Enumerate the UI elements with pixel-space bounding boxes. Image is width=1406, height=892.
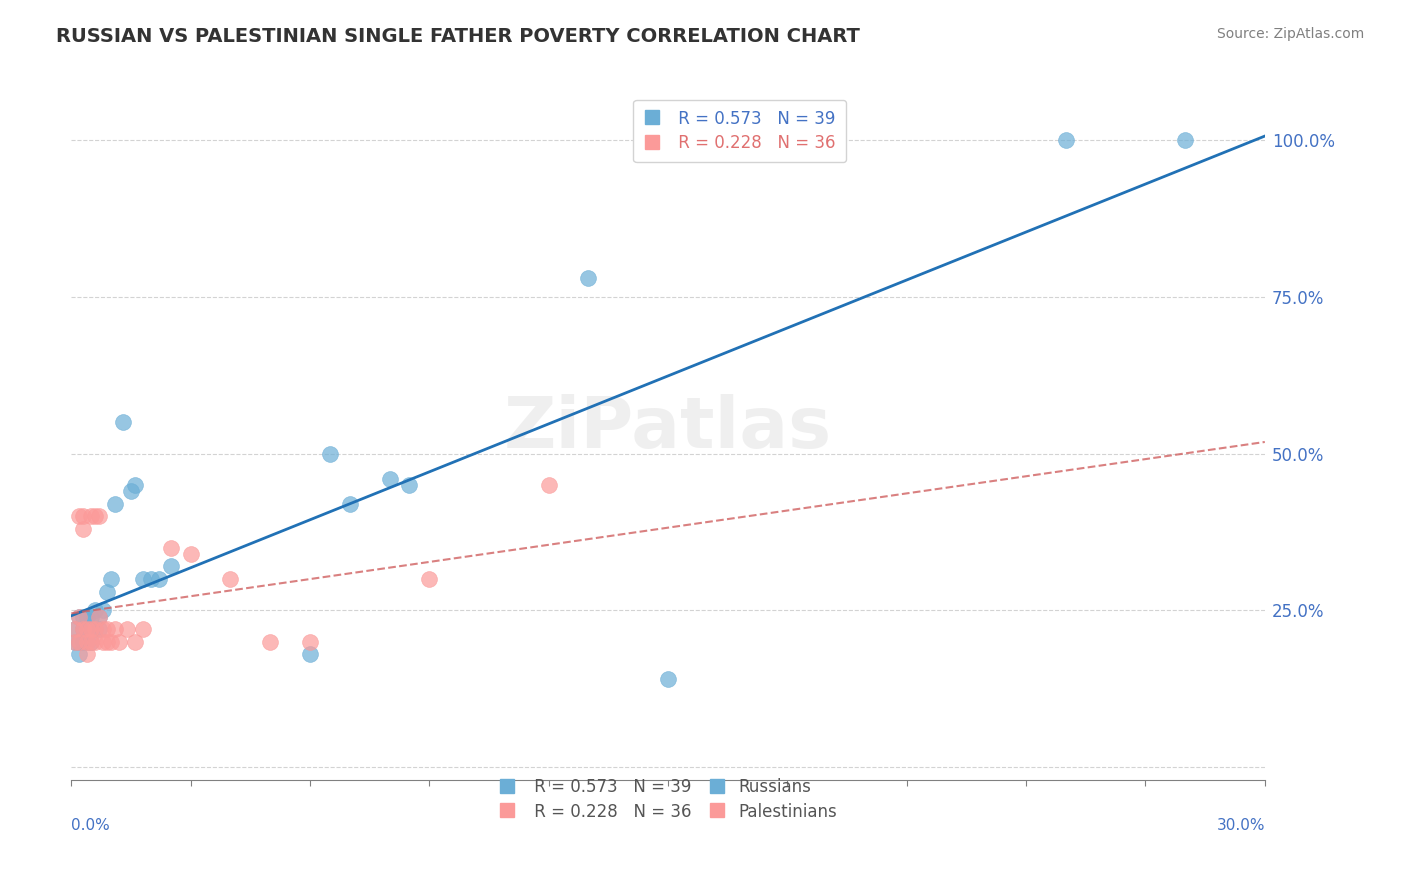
Text: 0.0%: 0.0% xyxy=(72,818,110,833)
Point xyxy=(63,622,86,636)
Point xyxy=(180,547,202,561)
Point xyxy=(72,622,94,636)
Point xyxy=(80,622,103,636)
Point xyxy=(96,584,118,599)
Point xyxy=(76,622,98,636)
Point xyxy=(80,609,103,624)
Point xyxy=(159,559,181,574)
Point xyxy=(67,609,90,624)
Point xyxy=(124,478,146,492)
Point xyxy=(120,484,142,499)
Text: RUSSIAN VS PALESTINIAN SINGLE FATHER POVERTY CORRELATION CHART: RUSSIAN VS PALESTINIAN SINGLE FATHER POV… xyxy=(56,27,860,45)
Point xyxy=(76,634,98,648)
Point xyxy=(67,509,90,524)
Point xyxy=(537,478,560,492)
Point xyxy=(100,572,122,586)
Point xyxy=(124,634,146,648)
Point xyxy=(72,522,94,536)
Point xyxy=(72,634,94,648)
Point xyxy=(84,622,107,636)
Point xyxy=(67,634,90,648)
Point xyxy=(87,609,110,624)
Point xyxy=(219,572,242,586)
Point xyxy=(87,622,110,636)
Point xyxy=(72,509,94,524)
Point xyxy=(87,609,110,624)
Point xyxy=(80,622,103,636)
Point xyxy=(96,622,118,636)
Point xyxy=(80,509,103,524)
Point xyxy=(108,634,131,648)
Point xyxy=(339,497,361,511)
Point xyxy=(298,647,321,661)
Point xyxy=(319,447,342,461)
Point xyxy=(91,634,114,648)
Point xyxy=(67,647,90,661)
Point xyxy=(63,634,86,648)
Point xyxy=(378,472,401,486)
Point xyxy=(76,609,98,624)
Point xyxy=(259,634,281,648)
Point xyxy=(418,572,440,586)
Point xyxy=(132,572,155,586)
Point xyxy=(84,622,107,636)
Point xyxy=(91,603,114,617)
Text: ZiPatlas: ZiPatlas xyxy=(503,394,832,463)
Point xyxy=(111,415,134,429)
Point xyxy=(72,609,94,624)
Point xyxy=(84,509,107,524)
Point xyxy=(76,634,98,648)
Legend:  R = 0.573   N = 39,  R = 0.228   N = 36, Russians, Palestinians: R = 0.573 N = 39, R = 0.228 N = 36, Russ… xyxy=(492,772,844,828)
Point xyxy=(67,609,90,624)
Point xyxy=(63,634,86,648)
Point xyxy=(398,478,420,492)
Point xyxy=(104,497,127,511)
Point xyxy=(159,541,181,555)
Point xyxy=(139,572,162,586)
Point xyxy=(298,634,321,648)
Text: 30.0%: 30.0% xyxy=(1216,818,1265,833)
Text: Source: ZipAtlas.com: Source: ZipAtlas.com xyxy=(1216,27,1364,41)
Point xyxy=(76,622,98,636)
Point xyxy=(63,622,86,636)
Point xyxy=(84,634,107,648)
Point xyxy=(104,622,127,636)
Point xyxy=(1174,133,1197,147)
Point xyxy=(1054,133,1077,147)
Point xyxy=(76,647,98,661)
Point xyxy=(72,622,94,636)
Point xyxy=(96,634,118,648)
Point xyxy=(91,622,114,636)
Point xyxy=(80,634,103,648)
Point xyxy=(657,673,679,687)
Point xyxy=(72,622,94,636)
Point xyxy=(87,509,110,524)
Point xyxy=(84,603,107,617)
Point xyxy=(67,634,90,648)
Point xyxy=(100,634,122,648)
Point xyxy=(578,271,600,285)
Point xyxy=(132,622,155,636)
Point xyxy=(148,572,170,586)
Point xyxy=(80,634,103,648)
Point xyxy=(115,622,138,636)
